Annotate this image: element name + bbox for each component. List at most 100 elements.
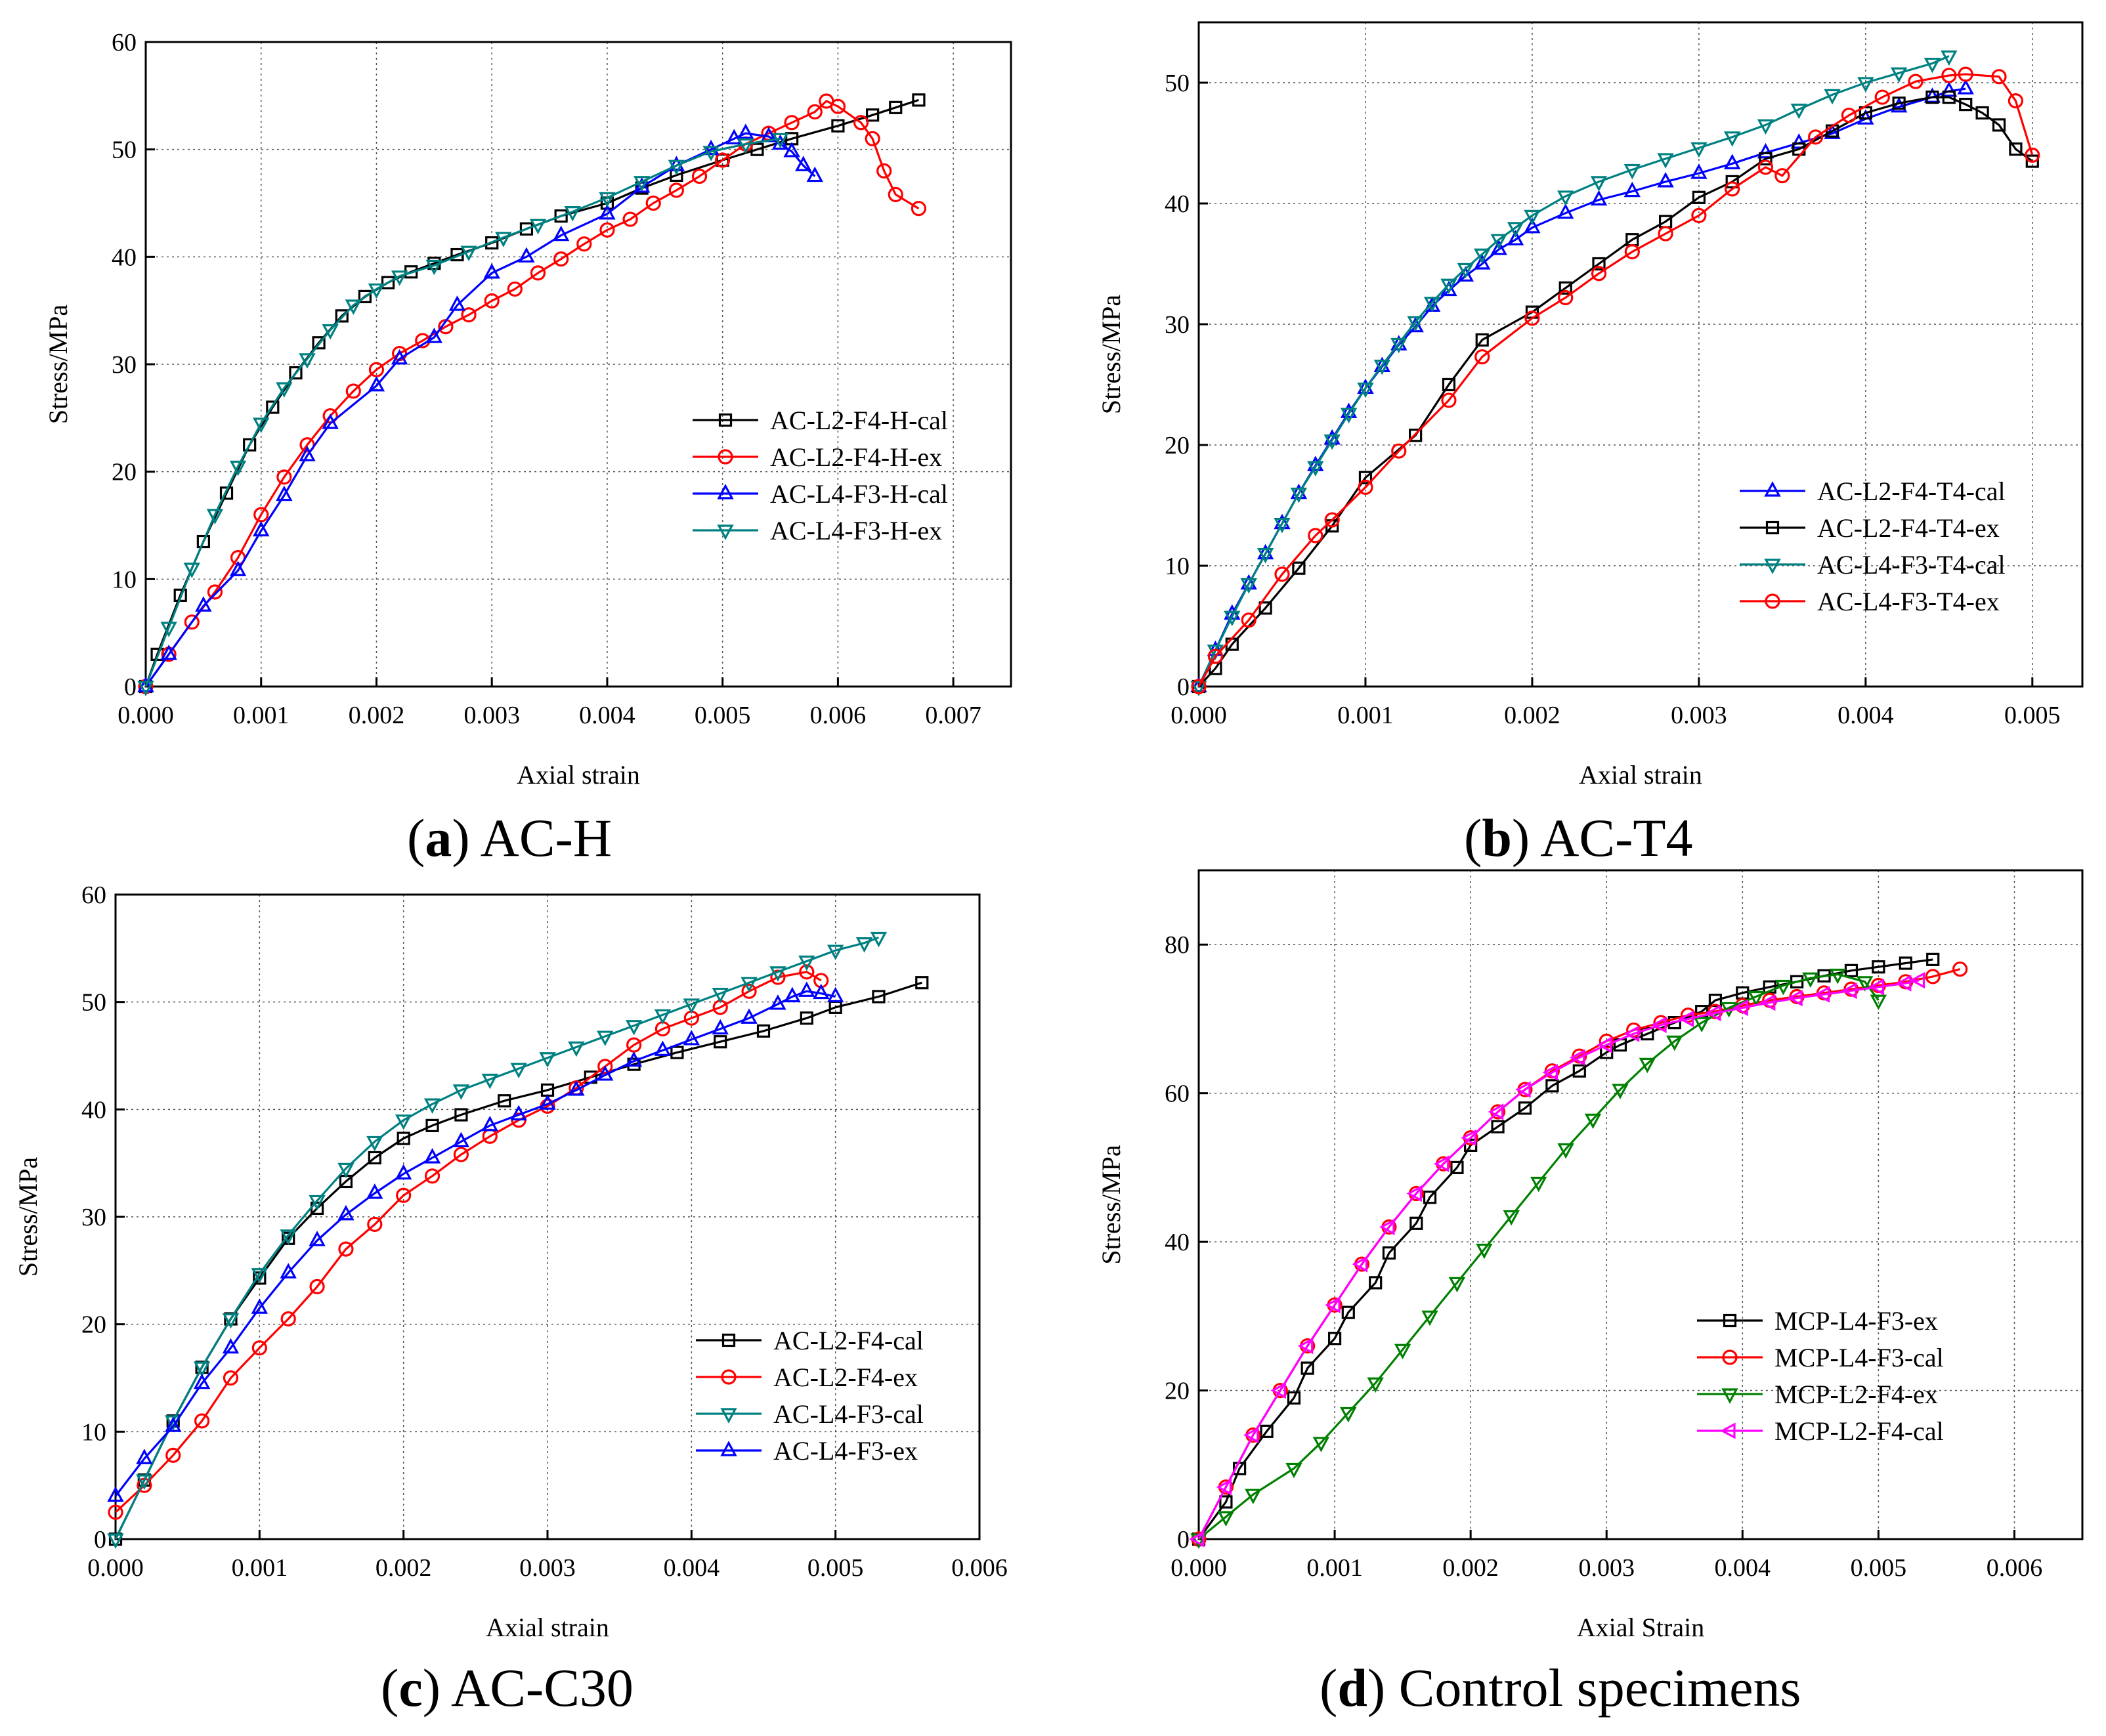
data-point xyxy=(1558,289,1574,306)
data-point xyxy=(1757,159,1774,175)
data-point xyxy=(1941,81,1958,97)
series-AC-L2-F4-ex xyxy=(108,964,829,1520)
legend-marker xyxy=(1722,1349,1738,1365)
data-point xyxy=(2025,154,2039,168)
x-tick-label: 0.005 xyxy=(1851,1554,1907,1582)
legend-label: MCP-L2-F4-cal xyxy=(1774,1416,1944,1446)
data-point xyxy=(2008,93,2024,109)
data-point xyxy=(207,584,223,600)
legend-marker xyxy=(1765,593,1780,609)
data-point xyxy=(1690,163,1708,179)
data-point xyxy=(1189,1531,1205,1548)
data-point xyxy=(1890,67,1908,83)
data-point xyxy=(518,247,535,263)
data-point xyxy=(1394,1344,1411,1360)
data-point xyxy=(495,232,512,247)
y-tick-label: 60 xyxy=(81,881,106,909)
series-line xyxy=(1197,55,1950,687)
data-point xyxy=(222,1338,240,1354)
legend-marker xyxy=(1723,1313,1737,1328)
data-point xyxy=(712,1019,729,1035)
data-point xyxy=(253,417,270,433)
data-point xyxy=(1557,1143,1574,1159)
data-point xyxy=(870,931,888,948)
data-point xyxy=(1518,1101,1532,1115)
data-point xyxy=(338,1241,354,1257)
y-axis-label: Stress/MPa xyxy=(43,305,73,424)
data-point xyxy=(1925,90,1939,104)
data-point xyxy=(597,1065,614,1081)
data-point xyxy=(1292,561,1306,575)
data-point xyxy=(391,270,408,286)
x-tick-label: 0.000 xyxy=(1171,702,1227,729)
data-point xyxy=(1857,77,1874,93)
series-MCP-L2-F4-ex xyxy=(1190,968,1887,1549)
data-point xyxy=(222,1313,240,1329)
data-point xyxy=(461,307,477,323)
legend-marker xyxy=(717,524,734,540)
data-point xyxy=(1597,1036,1612,1053)
data-point xyxy=(1868,979,1884,996)
data-point xyxy=(397,1132,410,1145)
data-point xyxy=(645,195,661,211)
data-point xyxy=(1323,429,1341,445)
data-point xyxy=(769,966,786,982)
legend-label: AC-L4-F3-cal xyxy=(773,1399,924,1429)
data-point xyxy=(1433,1155,1450,1172)
data-point xyxy=(769,994,786,1010)
data-point xyxy=(368,1151,381,1165)
y-axis-label: Stress/MPa xyxy=(1096,295,1126,414)
data-point xyxy=(1899,956,1912,970)
data-point xyxy=(1373,359,1391,375)
data-point xyxy=(564,205,581,222)
data-point xyxy=(1591,266,1607,282)
data-point xyxy=(813,983,830,1000)
data-point xyxy=(1260,1424,1274,1438)
data-point xyxy=(876,163,892,179)
data-point xyxy=(799,964,815,980)
data-point xyxy=(553,251,569,267)
data-point xyxy=(1357,378,1374,394)
legend: AC-L2-F4-H-cal AC-L2-F4-H-ex AC-L4-F3-H-ca… xyxy=(693,406,948,545)
y-tick-label: 20 xyxy=(1165,1378,1190,1405)
data-point xyxy=(1941,50,1958,66)
data-point xyxy=(1507,222,1524,238)
data-point xyxy=(484,293,500,309)
x-tick-label: 0.002 xyxy=(376,1554,432,1582)
data-point xyxy=(784,115,800,131)
data-point xyxy=(137,681,154,696)
data-point xyxy=(322,324,339,340)
plot-frame xyxy=(1197,869,2084,1540)
data-point xyxy=(425,328,443,343)
legend-marker xyxy=(1764,481,1781,497)
y-tick-label: 0 xyxy=(1177,1526,1190,1554)
legend-label: AC-L2-F4-cal xyxy=(773,1326,924,1355)
data-point xyxy=(243,438,257,452)
data-point xyxy=(1340,402,1358,418)
data-point xyxy=(1287,1391,1301,1405)
x-tick-label: 0.004 xyxy=(664,1554,720,1582)
y-tick-label: 0 xyxy=(1177,673,1190,701)
data-point xyxy=(1623,181,1641,198)
data-point xyxy=(830,98,846,114)
data-point xyxy=(1584,1113,1602,1130)
data-point xyxy=(1352,1256,1368,1273)
data-point xyxy=(1409,1216,1423,1230)
legend-label: AC-L2-F4-T4-ex xyxy=(1817,513,2000,543)
data-point xyxy=(756,1024,771,1038)
data-point xyxy=(1441,392,1457,408)
data-point xyxy=(1991,69,2007,85)
data-point xyxy=(251,1340,267,1356)
x-tick-label: 0.002 xyxy=(349,702,405,729)
data-point xyxy=(1790,103,1807,119)
data-point xyxy=(1678,1010,1694,1028)
data-point xyxy=(289,366,303,380)
data-point xyxy=(1257,543,1274,560)
data-point xyxy=(1926,952,1940,966)
data-point xyxy=(770,969,786,985)
legend-label: AC-L2-F4-H-cal xyxy=(770,406,948,435)
data-point xyxy=(452,1132,470,1148)
data-point xyxy=(1423,297,1441,312)
data-point xyxy=(1757,119,1774,135)
x-tick-label: 0.007 xyxy=(925,702,981,729)
